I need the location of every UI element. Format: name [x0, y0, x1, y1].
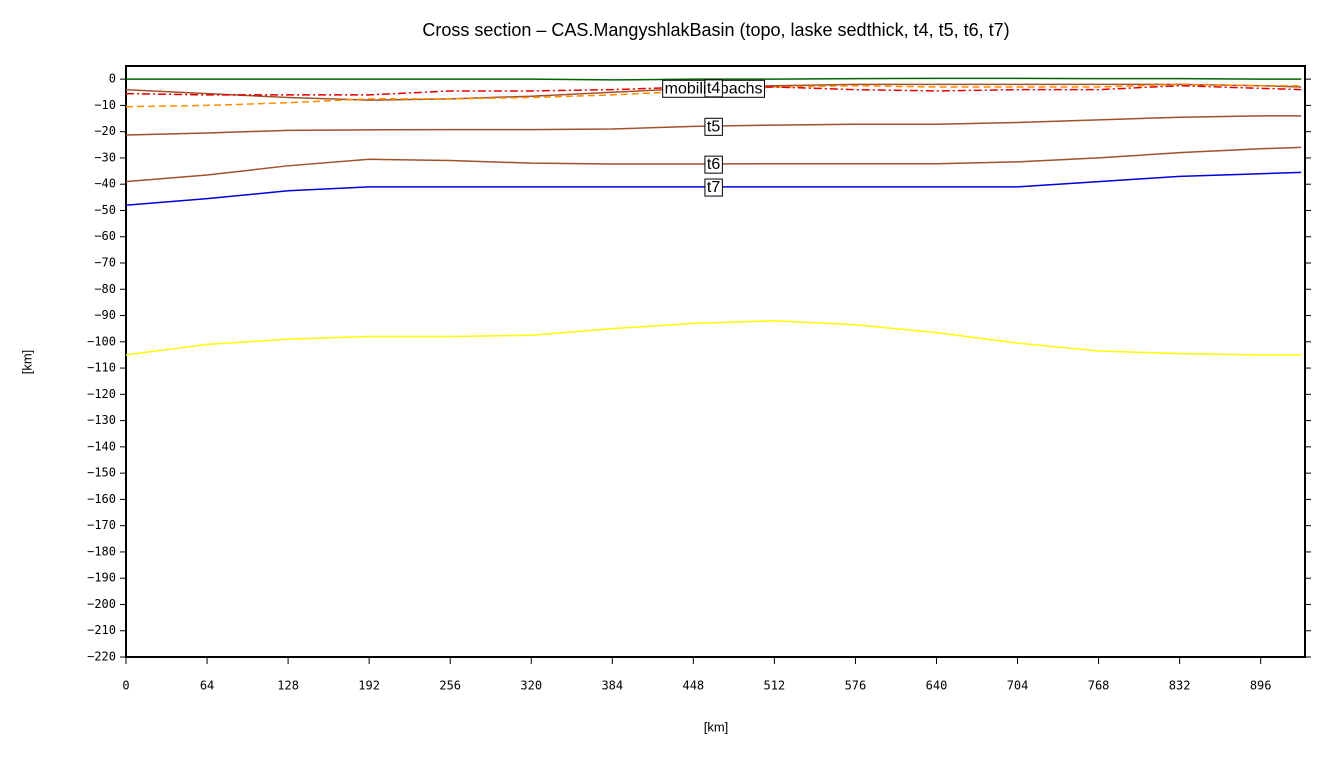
line-label: t4	[704, 79, 723, 98]
label-text: t7	[707, 179, 720, 196]
y-tick-label: −120	[87, 387, 116, 401]
y-tick-label: −90	[94, 308, 116, 322]
y-tick-label: −70	[94, 256, 116, 270]
y-tick-label: −210	[87, 623, 116, 637]
y-tick-label: −160	[87, 492, 116, 506]
y-tick-label: −220	[87, 650, 116, 664]
y-tick-label: −80	[94, 282, 116, 296]
plot-frame	[125, 65, 1306, 658]
y-tick-label: −140	[87, 439, 116, 453]
x-tick-label: 128	[277, 679, 299, 693]
y-tick-label: −200	[87, 597, 116, 611]
y-tick-label: 0	[109, 72, 116, 86]
series-line	[125, 115, 1302, 136]
x-tick-label: 0	[122, 679, 129, 693]
x-tick-label: 384	[601, 679, 623, 693]
x-tick-label: 256	[439, 679, 461, 693]
x-axis-label: [km]	[704, 719, 729, 734]
label-box	[704, 178, 723, 197]
y-tick-label: −50	[94, 203, 116, 217]
y-tick-label: −130	[87, 413, 116, 427]
x-tick-label: 512	[764, 679, 786, 693]
y-tick-label: −180	[87, 544, 116, 558]
label-text: t6	[707, 156, 720, 173]
series-line	[125, 320, 1302, 356]
x-tick-label: 448	[682, 679, 704, 693]
x-tick-label: 576	[845, 679, 867, 693]
x-tick-label: 896	[1250, 679, 1272, 693]
y-tick-label: −150	[87, 466, 116, 480]
y-tick-label: −60	[94, 229, 116, 243]
y-tick-label: −30	[94, 150, 116, 164]
label-box	[704, 117, 723, 136]
line-label: t6	[704, 155, 723, 174]
y-tick-label: −170	[87, 518, 116, 532]
x-tick-label: 704	[1007, 679, 1029, 693]
x-tick-label: 64	[200, 679, 214, 693]
x-tick-label: 320	[520, 679, 542, 693]
y-tick-label: −100	[87, 334, 116, 348]
label-box	[704, 79, 723, 98]
x-tick-label: 640	[926, 679, 948, 693]
y-axis-label: [km]	[19, 350, 34, 375]
x-tick-label: 768	[1088, 679, 1110, 693]
series-line	[125, 171, 1302, 206]
y-tick-label: −110	[87, 361, 116, 375]
y-tick-label: −10	[94, 98, 116, 112]
y-tick-label: −20	[94, 124, 116, 138]
y-tick-label: −40	[94, 177, 116, 191]
line-label: t7	[704, 178, 723, 197]
y-tick-label: −190	[87, 571, 116, 585]
label-box	[704, 155, 723, 174]
x-tick-label: 192	[358, 679, 380, 693]
line-label: t5	[704, 117, 723, 136]
label-text: t4	[707, 80, 720, 97]
series-line	[126, 77, 1302, 81]
series-line	[125, 146, 1302, 183]
label-text: t5	[707, 118, 720, 135]
x-tick-label: 832	[1169, 679, 1191, 693]
chart-title: Cross section – CAS.MangyshlakBasin (top…	[422, 20, 1009, 40]
